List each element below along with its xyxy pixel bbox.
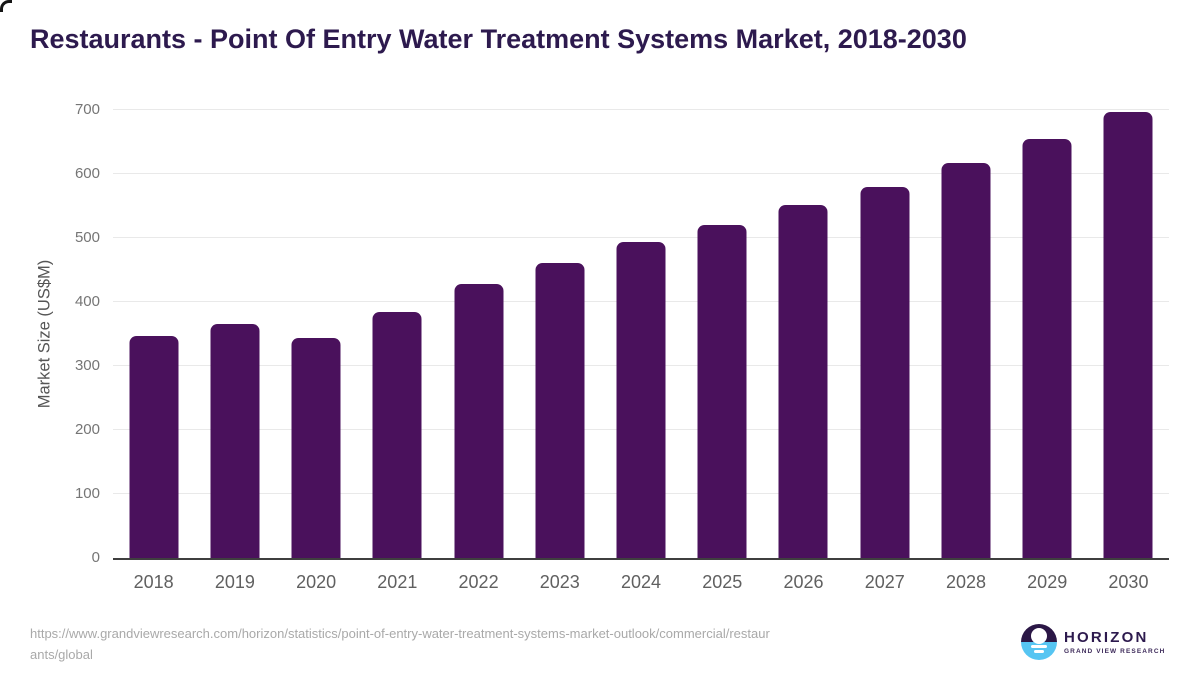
- source-url: https://www.grandviewresearch.com/horizo…: [30, 623, 950, 665]
- bar-2023: [535, 262, 585, 558]
- bar-2020: [291, 338, 341, 558]
- y-tick-label-200: 200: [74, 421, 100, 438]
- bar-slot-2030: [1088, 110, 1169, 558]
- bar-slot-2025: [682, 110, 763, 558]
- bar-2025: [697, 225, 747, 558]
- bar-slot-2026: [763, 110, 844, 558]
- y-tick-label-600: 600: [74, 165, 100, 182]
- bar-slot-2024: [600, 110, 681, 558]
- bar-2024: [616, 242, 666, 558]
- bar-2026: [778, 205, 828, 558]
- x-tick-label-2022: 2022: [458, 572, 499, 592]
- bar-slot-2020: [275, 110, 356, 558]
- x-tick-label-2019: 2019: [214, 572, 255, 592]
- logo-text: HORIZON GRAND VIEW RESEARCH: [1064, 628, 1166, 655]
- bar-slot-2029: [1007, 110, 1088, 558]
- x-tick-label-2027: 2027: [864, 572, 905, 592]
- chart-title: Restaurants - Point Of Entry Water Treat…: [30, 24, 967, 54]
- y-tick-label-700: 700: [74, 101, 100, 118]
- x-tick-label-2020: 2020: [296, 572, 337, 592]
- water-reflection-line: [1031, 645, 1047, 648]
- gridline-500: [113, 237, 1169, 238]
- bar-slot-2028: [925, 110, 1006, 558]
- sun-icon: [1031, 628, 1047, 644]
- y-tick-label-100: 100: [74, 485, 100, 502]
- gridline-700: [113, 109, 1169, 110]
- x-tick-label-2023: 2023: [539, 572, 580, 592]
- x-tick-label-2018: 2018: [133, 572, 174, 592]
- gridline-600: [113, 173, 1169, 174]
- y-tick-label-0: 0: [91, 549, 100, 566]
- y-tick-label-300: 300: [74, 357, 100, 374]
- bar-2018: [129, 335, 179, 558]
- corner-artifact: [0, 0, 12, 12]
- horizon-logo: HORIZON GRAND VIEW RESEARCH: [1021, 624, 1165, 660]
- bar-series: [113, 110, 1169, 558]
- bar-2029: [1022, 138, 1072, 558]
- y-tick-label-500: 500: [74, 229, 100, 246]
- bar-2019: [210, 324, 260, 558]
- y-tick-label-400: 400: [74, 293, 100, 310]
- y-axis-tick-labels: 0 100 200 300 400 500 600 700: [30, 101, 100, 566]
- x-tick-label-2029: 2029: [1027, 572, 1068, 592]
- bar-2021: [372, 311, 422, 558]
- x-axis-labels: 2018 2019 2020 2021 2022 2023 2024 2025 2026 2027…: [113, 572, 1169, 593]
- source-url-line-2: ants/global: [30, 647, 93, 662]
- water-reflection-line: [1034, 650, 1044, 653]
- bar-slot-2018: [113, 110, 194, 558]
- bar-2028: [941, 163, 991, 558]
- logo-name: HORIZON: [1064, 628, 1149, 646]
- bar-2022: [454, 284, 504, 558]
- x-tick-label-2021: 2021: [377, 572, 418, 592]
- horizon-logo-icon: [1021, 624, 1057, 660]
- logo-subtitle: GRAND VIEW RESEARCH: [1064, 647, 1166, 655]
- bar-slot-2021: [357, 110, 438, 558]
- x-tick-label-2028: 2028: [945, 572, 986, 592]
- x-tick-label-2025: 2025: [702, 572, 743, 592]
- source-url-line-1: https://www.grandviewresearch.com/horizo…: [30, 626, 770, 641]
- plot-area: [113, 109, 1169, 560]
- x-tick-label-2030: 2030: [1108, 572, 1149, 592]
- bar-slot-2023: [519, 110, 600, 558]
- x-tick-label-2024: 2024: [621, 572, 662, 592]
- bar-2030: [1103, 111, 1153, 558]
- bar-slot-2019: [194, 110, 275, 558]
- bar-slot-2027: [844, 110, 925, 558]
- x-tick-label-2026: 2026: [783, 572, 824, 592]
- bar-slot-2022: [438, 110, 519, 558]
- bar-2027: [860, 187, 910, 558]
